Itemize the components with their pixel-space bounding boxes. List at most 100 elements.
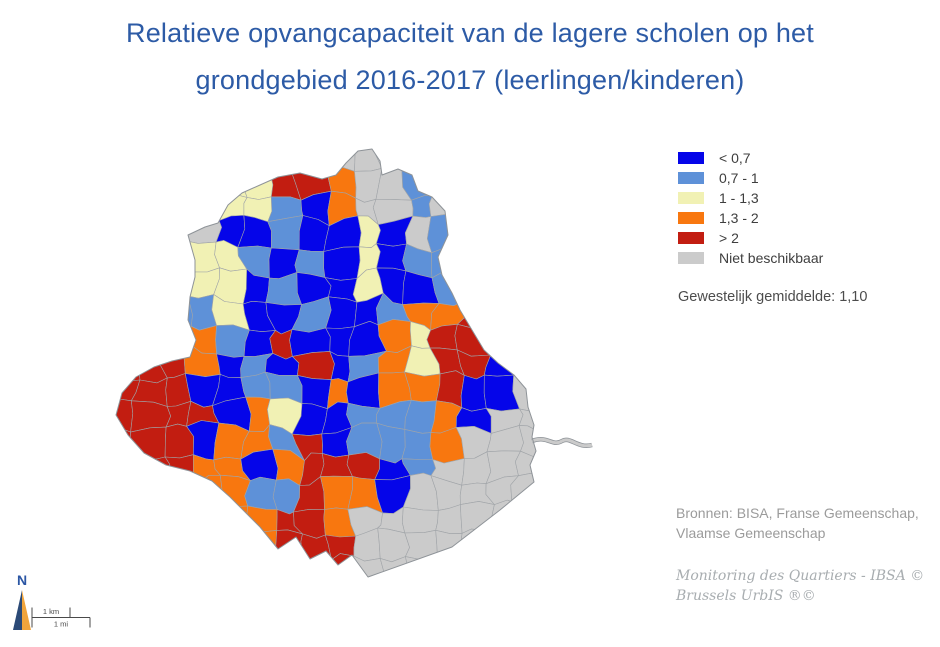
- district-polygon: [379, 556, 410, 577]
- district-polygon: [116, 457, 139, 486]
- district-polygon: [511, 162, 536, 201]
- district-polygon: [212, 559, 245, 577]
- district-polygon: [274, 529, 303, 559]
- regional-average-note: Gewestelijk gemiddelde: 1,10: [678, 289, 868, 305]
- district-polygon: [321, 149, 356, 172]
- district-polygon: [133, 170, 164, 203]
- district-polygon: [268, 149, 300, 175]
- district-polygon: [292, 149, 332, 175]
- map-title: Relatieve opvangcapaciteit van de lagere…: [0, 10, 940, 104]
- district-polygon: [116, 397, 134, 433]
- district-polygon: [460, 501, 495, 534]
- district-polygon: [186, 240, 220, 273]
- north-arrow-icon: [13, 590, 31, 630]
- district-polygon: [513, 347, 536, 378]
- district-polygon: [435, 529, 463, 561]
- district-polygon: [511, 247, 536, 276]
- district-polygon: [426, 167, 463, 196]
- legend-item-label: Niet beschikbaar: [719, 250, 824, 266]
- district-polygon: [411, 195, 433, 218]
- district-polygon: [190, 474, 223, 508]
- credits-line1: Monitoring des Quartiers - IBSA ©: [676, 568, 925, 584]
- district-polygon: [483, 347, 521, 377]
- district-polygon: [190, 534, 218, 561]
- credits-line2: Brussels UrbIS ®©: [676, 588, 816, 604]
- district-polygon: [518, 425, 536, 460]
- district-polygon: [155, 528, 194, 563]
- district-polygon: [516, 529, 536, 558]
- scale-bar-lines: [31, 607, 91, 628]
- district-polygon: [484, 149, 520, 174]
- district-polygon: [483, 214, 518, 249]
- district-polygon: [462, 266, 496, 304]
- district-polygon: [192, 500, 222, 538]
- legend-item-label: 1 - 1,3: [719, 190, 759, 206]
- legend-item: 1,3 - 2: [678, 210, 823, 226]
- district-polygon: [346, 452, 380, 480]
- district-polygon: [159, 477, 196, 508]
- credits-note: Monitoring des Quartiers - IBSA © Brusse…: [676, 566, 924, 606]
- district-polygon: [154, 149, 195, 172]
- district-polygon: [426, 214, 467, 253]
- district-polygon: [116, 529, 141, 564]
- legend-swatch: [678, 192, 704, 204]
- district-polygon: [513, 320, 536, 351]
- district-polygon: [456, 554, 495, 577]
- map-svg: [115, 148, 593, 578]
- legend-item: > 2: [678, 230, 823, 246]
- district-polygon: [159, 325, 192, 356]
- district-polygon: [129, 456, 171, 484]
- district-polygon: [130, 269, 171, 301]
- scale-km-label: 1 km: [43, 607, 59, 616]
- district-polygon: [405, 556, 439, 577]
- district-polygon: [116, 344, 141, 384]
- district-polygon: [134, 321, 165, 356]
- district-polygon: [509, 196, 536, 222]
- district-polygon: [375, 243, 407, 272]
- district-polygon: [325, 296, 358, 329]
- district-polygon: [131, 502, 162, 533]
- district-polygon: [459, 244, 496, 269]
- legend-item: 1 - 1,3: [678, 190, 823, 206]
- district-polygon: [322, 553, 355, 577]
- district-polygon: [434, 554, 463, 577]
- district-polygon: [509, 293, 536, 323]
- district-polygon: [238, 149, 273, 173]
- district-polygon: [428, 149, 463, 172]
- map-corridor: [531, 437, 593, 448]
- district-polygon: [459, 217, 488, 247]
- district-polygon: [517, 556, 536, 577]
- district-polygon: [183, 165, 219, 199]
- district-polygon: [513, 271, 536, 306]
- district-polygon: [509, 214, 536, 252]
- district-polygon: [240, 557, 276, 577]
- map-title-line2: grondgebied 2016-2017 (leerlingen/kinder…: [195, 65, 745, 95]
- district-polygon: [401, 429, 434, 460]
- map-title-line1: Relatieve opvangcapaciteit van de lagere…: [126, 18, 814, 48]
- sources-line1: Bronnen: BISA, Franse Gemeenschap,: [676, 505, 919, 521]
- district-polygon: [116, 218, 144, 251]
- district-polygon: [132, 298, 168, 329]
- sources-line2: Vlaamse Gemeenschap: [676, 525, 826, 541]
- district-polygon: [156, 214, 189, 251]
- map-legend: < 0,7 0,7 - 1 1 - 1,3 1,3 - 2 > 2 Niet beschi…: [678, 150, 824, 272]
- district-polygon: [404, 529, 438, 561]
- district-polygon: [483, 162, 521, 200]
- district-polygon: [130, 242, 169, 272]
- district-polygon: [133, 528, 158, 564]
- district-polygon: [129, 426, 167, 463]
- district-polygon: [354, 149, 383, 172]
- district-polygon: [404, 399, 437, 434]
- legend-item: < 0,7: [678, 150, 823, 166]
- legend-swatch: [678, 212, 704, 224]
- district-polygon: [116, 299, 141, 323]
- scale-mi-label: 1 mi: [54, 620, 69, 629]
- legend-item-label: 0,7 - 1: [719, 170, 759, 186]
- district-polygon: [187, 552, 214, 577]
- district-polygon: [323, 246, 361, 281]
- legend-item-label: > 2: [719, 230, 739, 246]
- district-polygon: [116, 554, 141, 577]
- district-polygon: [483, 246, 516, 273]
- district-polygon: [455, 149, 489, 174]
